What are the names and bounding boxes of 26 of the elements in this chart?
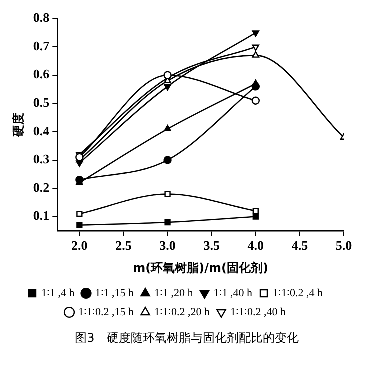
legend-label: 1∶1 ,15 h [95, 287, 134, 300]
y-tick-label: 0.5 [33, 95, 50, 110]
legend-label: 1∶1 ,20 h [154, 287, 194, 300]
x-tick-label: 3.5 [204, 238, 220, 254]
y-axis-title: 硬度 [11, 112, 26, 138]
x-axis-title: m(环氧树脂)/m(固化剂) [133, 260, 268, 275]
x-tick-label: 2.5 [116, 238, 132, 254]
y-tick-label: 0.8 [33, 10, 50, 26]
x-tick-label: 2.0 [72, 238, 88, 254]
x-tick-label: 4.5 [292, 238, 309, 254]
text: 图3 硬度随环氧树脂与固化剂配比的变化 [74, 330, 300, 347]
legend-label: 1∶1∶0.2 ,15 h [78, 306, 134, 318]
legend-label: 1∶1 ,4 h [42, 287, 76, 300]
y-tick-label: 0.4 [33, 123, 50, 138]
legend-label: 1∶1∶0.2 ,40 h [230, 306, 286, 318]
x-tick-label: 3.0 [160, 238, 176, 254]
legend-label: 1∶1∶0.2 ,4 h [273, 287, 324, 300]
y-tick-label: 0.2 [33, 180, 50, 195]
y-tick-label: 0.3 [33, 152, 50, 167]
x-tick-label: 5.0 [336, 238, 352, 254]
legend-label: 1∶1 ,40 h [214, 287, 253, 300]
x-tick-label: 4.0 [248, 238, 264, 254]
y-tick-label: 0.7 [33, 38, 50, 54]
y-tick-label: 0.1 [33, 208, 50, 224]
legend-label: 1∶1∶0.2 ,20 h [154, 306, 210, 318]
y-tick-label: 0.6 [33, 66, 50, 82]
